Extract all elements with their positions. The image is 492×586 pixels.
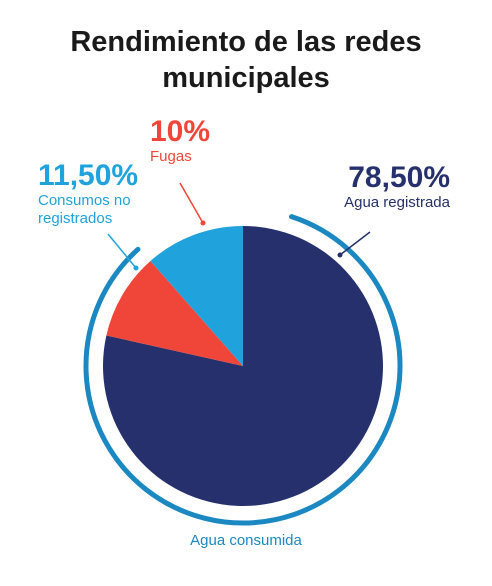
leader-line-consumos-no-registrados-dot [133,265,139,271]
pie-slice-consumos-no-registrados [150,226,243,366]
value-label-fugas: 10% [150,115,211,148]
leader-line-fugas [179,182,204,224]
value-label-agua-registrada: 78,50% [348,161,450,194]
name-label-fugas: Fugas [150,148,192,165]
leader-line-fugas-dot [200,220,206,226]
name-label-agua-registrada: Agua registrada [344,194,450,211]
value-label-consumos-no-registrados: 11,50% [38,159,139,192]
chart-title: Rendimiento de las redes municipales [70,26,422,94]
leader-line-consumos-no-registrados [107,233,137,269]
name-label-consumos-no-registrados: Consumos no registrados [38,192,131,227]
pie-slice-fugas [106,260,244,366]
label-consumos-no-registrados: 11,50% Consumos no registrados [38,160,138,228]
leader-line-agua-registrada-dot [337,252,343,258]
leader-line-agua-registrada [339,231,371,256]
label-fugas: 10% Fugas [150,116,210,166]
outer-arc-label: Agua consumida [190,532,302,549]
label-agua-registrada: 78,50% Agua registrada [340,162,450,212]
outer-arc-agua-consumida [83,214,403,526]
